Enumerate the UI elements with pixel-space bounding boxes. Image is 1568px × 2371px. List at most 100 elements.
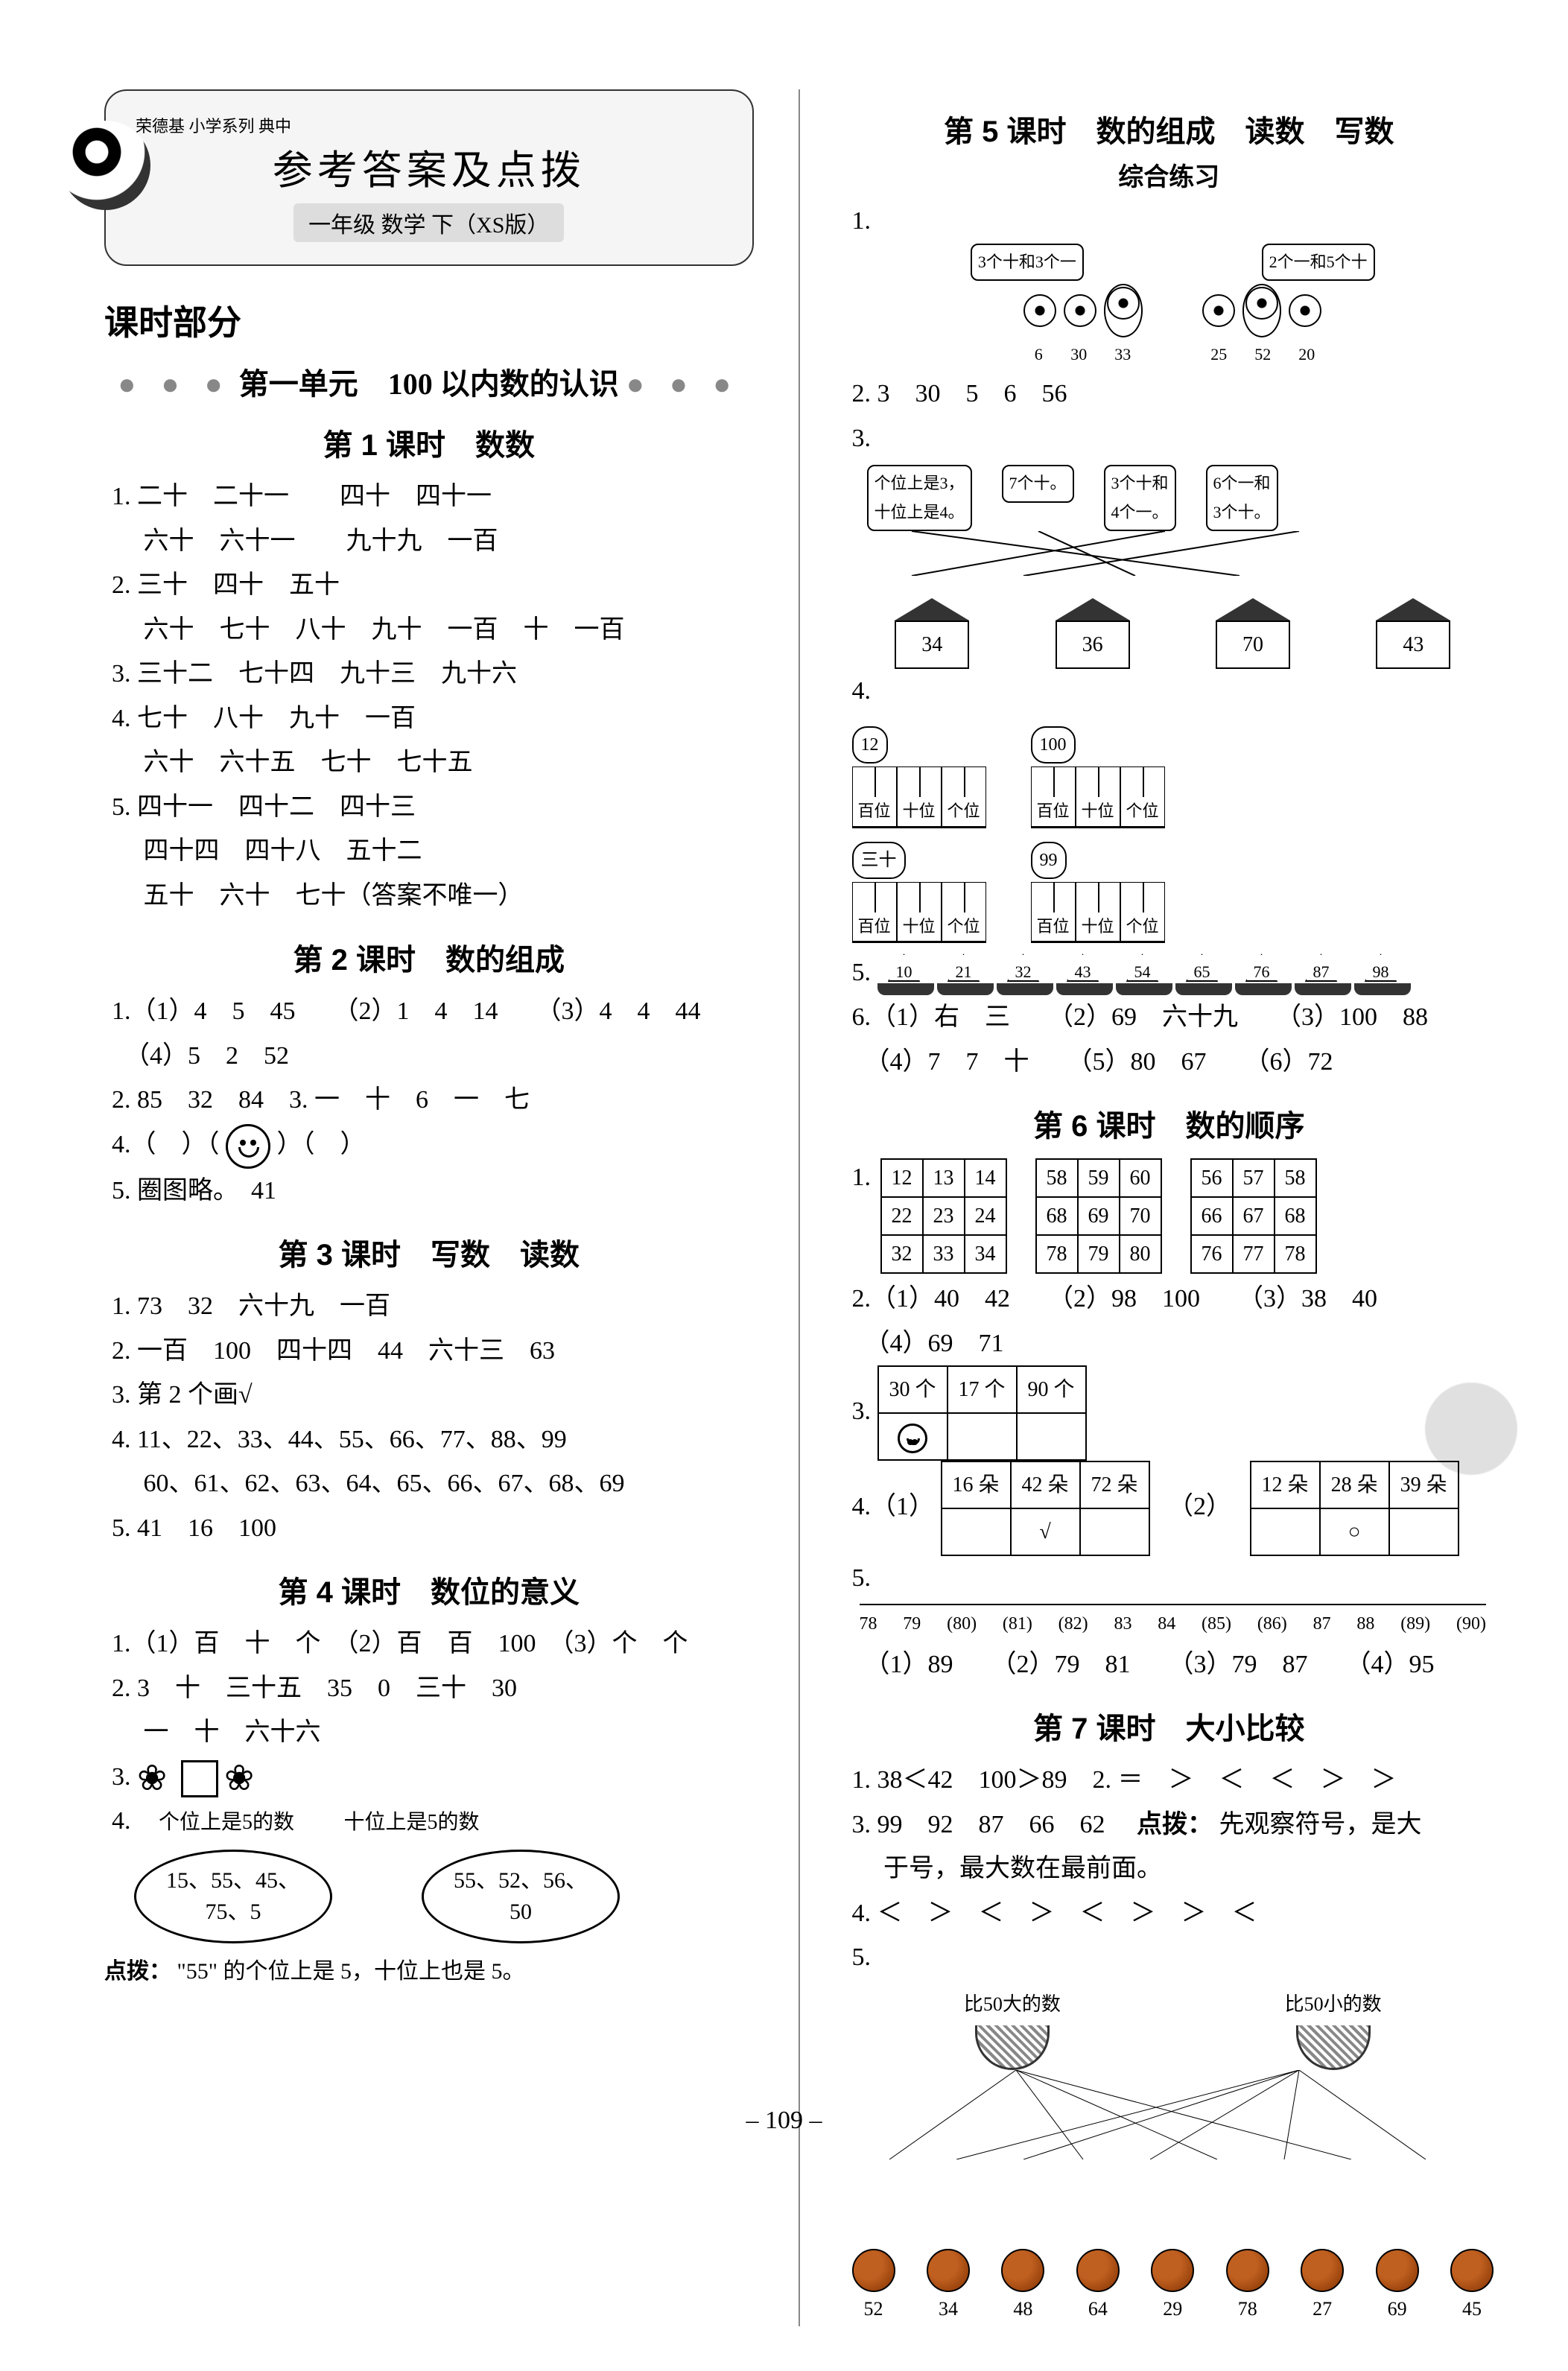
lesson4-title: 第 4 课时 数位的意义 [104,1568,754,1611]
house-icon: 70 [1216,598,1290,669]
cell: 70 [1120,1197,1161,1235]
ball-col: 52 [852,2249,895,2326]
house-num: 70 [1216,620,1290,669]
tip-label: 点拨： [104,1959,171,1984]
basket-icon [1296,2025,1371,2070]
sail: 76 [1245,953,1278,982]
sail: 98 [1365,953,1397,982]
cell: 67 [1233,1197,1275,1235]
basketball-icon [1226,2249,1269,2292]
boat-icon: 21 [937,953,994,995]
cell: 33 [923,1235,965,1273]
cell: 12 [881,1159,923,1197]
subtitle: 一年级 数学 下（XS版） [293,203,564,242]
l3-q3: 3. 第 2 个画√ [112,1373,754,1418]
l5-q5: 5. 102132435465768798 [852,950,1494,995]
cell [948,1413,1017,1460]
ball-col: 64 [1076,2249,1120,2326]
l6-q1: 1. 121314222324323334 585960686970787980… [852,1155,1494,1277]
q3-table: 30 个 17 个 90 个 [877,1365,1087,1461]
cell: 69 [1078,1197,1120,1235]
house-icon: 34 [895,598,969,669]
basketball-icon [927,2249,970,2292]
header-box: 荣德基 小学系列 典中 参考答案及点拨 一年级 数学 下（XS版） [104,89,754,266]
bubble: 个位上是3， 十位上是4。 [867,465,972,531]
lesson7-title: 第 7 课时 大小比较 [845,1704,1494,1748]
boat-icon: 54 [1116,953,1172,995]
ball-col: 34 [927,2249,970,2326]
col-label: 个位 [947,917,980,936]
l1-q5b: 四十四 四十八 五十二 [112,829,754,874]
l4-q3: 3. [112,1755,754,1800]
l1-q2a: 2. 三十 四十 五十 [112,563,754,608]
l5-q6b: （4）7 7 十 （5）80 67 （6）72 [852,1040,1494,1085]
right-column: 第 5 课时 数的组成 读数 写数 综合练习 1. 3个十和3个一 2个一和5个… [845,89,1494,2326]
col-label: 十位 [902,917,935,936]
col-label: 个位 [947,802,980,820]
cell: 12 朵 [1251,1461,1320,1508]
cell: 56 [1191,1159,1233,1197]
soccer-icon [1023,294,1056,327]
cell: ○ [1320,1508,1389,1555]
l2-q5: 5. 圈图略。 41 [112,1169,754,1213]
boat-icon: 76 [1235,953,1292,995]
ball-col: 27 [1301,2249,1344,2326]
q3-text: 3. 99 92 87 66 62 [852,1811,1131,1838]
boat-icon: 32 [997,953,1053,995]
ball-num: 34 [927,2292,970,2326]
basketball-icon [1001,2249,1044,2292]
flower-icon [137,1760,174,1797]
numline-tick: 83 [1114,1608,1131,1640]
cell: 30 个 [878,1366,948,1413]
dots-right-icon: ● ● ● [626,367,740,401]
numline-tick: (82) [1058,1608,1088,1640]
numline-tick: 84 [1158,1608,1175,1640]
q4-table1: 16 朵42 朵72 朵√ [941,1461,1150,1556]
house-icon: 36 [1056,598,1130,669]
cell: 68 [1036,1197,1078,1235]
l7-q1: 1. 38＜42 100＞89 2. ＝ ＞ ＜ ＜ ＞ ＞ [852,1758,1494,1803]
cell [1080,1508,1149,1555]
lesson6-title: 第 6 课时 数的顺序 [845,1102,1494,1145]
oval-left: 15、55、45、 75、5 [134,1850,332,1943]
cell: 68 [1275,1197,1316,1235]
ball-num: 48 [1001,2292,1044,2326]
col-label: 十位 [1081,802,1114,820]
numline-tick: 88 [1356,1608,1374,1640]
sail: 87 [1305,953,1338,982]
l1-q2b: 六十 七十 八十 九十 一百 十 一百 [112,608,754,653]
col-label: 百位 [1036,917,1069,936]
cell: 16 朵 [942,1461,1011,1508]
cell: 77 [1233,1235,1275,1273]
boat-icon: 43 [1056,953,1113,995]
l6-q3: 3. 30 个 17 个 90 个 [852,1365,1494,1461]
ball-col: 78 [1226,2249,1269,2326]
l4-q2b: 一 十 六十六 [112,1710,754,1755]
l1-q1b: 六十 六十一 九十九 一百 [112,519,754,564]
l5-q3: 3. 个位上是3， 十位上是4。 7个十。 3个十和 4个一。 6个一和 3个十… [852,416,1494,669]
ball-num: 78 [1226,2292,1269,2326]
cell: 34 [965,1235,1006,1273]
l7-q3b: 于号，最大数在最前面。 [852,1847,1494,1891]
house-num: 34 [895,620,969,669]
basket-label: 比50大的数 [964,1987,1061,2022]
main-title: 参考答案及点拨 [136,137,723,196]
cell: √ [1011,1508,1080,1555]
house-num: 43 [1376,620,1450,669]
basketball-icon [1076,2249,1120,2292]
number-line: 7879(80)(81)(82)8384(85)(86)8788(89)(90) [860,1604,1487,1640]
l6-q5: 5. 7879(80)(81)(82)8384(85)(86)8788(89)(… [852,1556,1494,1640]
cell: 23 [923,1197,965,1235]
watermark-mascot-icon [1404,1371,1538,1564]
l1-q5a: 5. 四十一 四十二 四十三 [112,785,754,830]
l2-q4-post: ）（ ） [277,1131,366,1158]
col-label: 十位 [1081,917,1114,936]
q3-label: 3. [852,1397,872,1425]
numline-tick: (90) [1456,1608,1486,1640]
num: 52 [1242,340,1283,369]
numline-tick: (85) [1202,1608,1231,1640]
numline-tick: (86) [1257,1608,1287,1640]
bead-bubble: 三十 [852,842,906,879]
house-row: 34 36 70 43 [852,598,1494,669]
cell: 76 [1191,1235,1233,1273]
